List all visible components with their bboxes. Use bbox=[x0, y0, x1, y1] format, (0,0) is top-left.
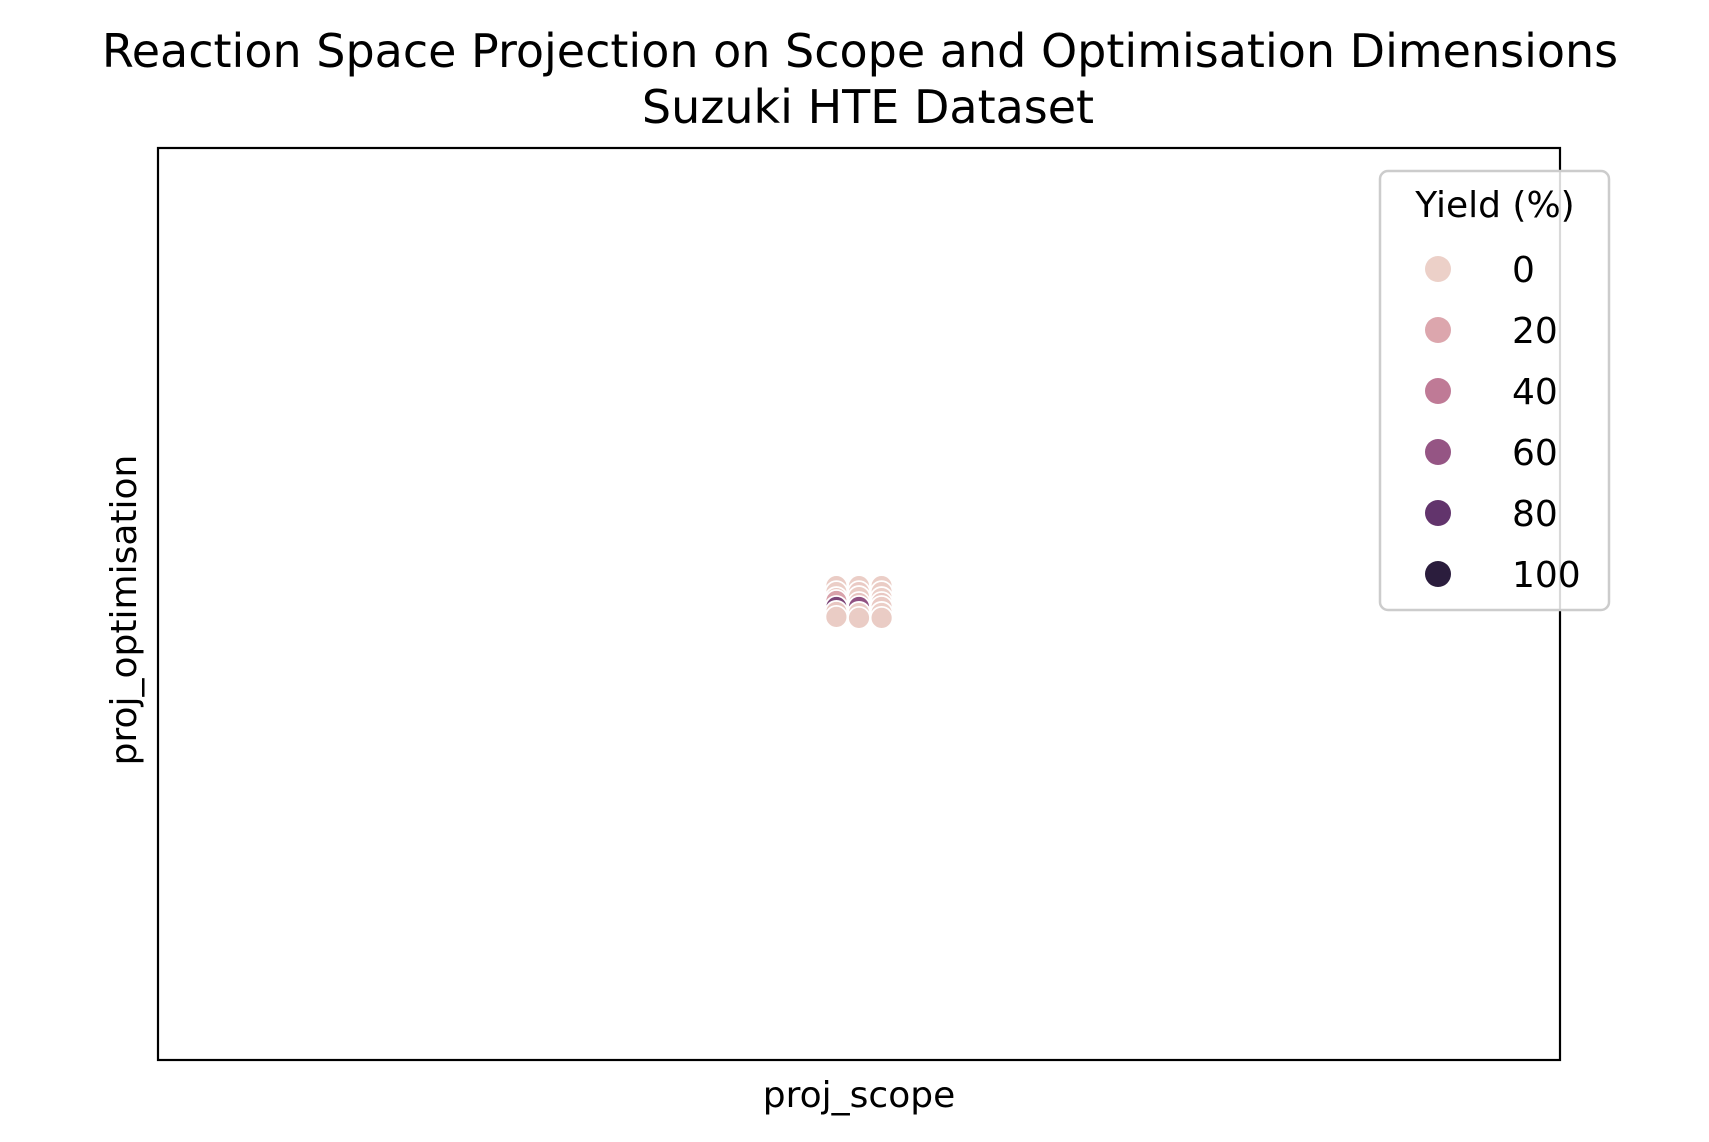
y-axis-label: proj_optimisation bbox=[104, 455, 145, 766]
x-axis-label: proj_scope bbox=[763, 1075, 955, 1116]
legend-marker bbox=[1425, 317, 1451, 343]
legend-title: Yield (%) bbox=[1414, 185, 1574, 226]
legend-label: 20 bbox=[1512, 311, 1558, 352]
legend-marker bbox=[1425, 256, 1451, 282]
legend-entries: 0 20 40 60 80 100 bbox=[1425, 250, 1581, 596]
chart-title-line-2: Suzuki HTE Dataset bbox=[642, 80, 1094, 134]
legend-label: 80 bbox=[1512, 494, 1558, 535]
legend-marker bbox=[1425, 561, 1451, 587]
legend: Yield (%) 0 20 40 60 80 100 bbox=[1378, 169, 1611, 612]
data-point bbox=[847, 605, 871, 630]
legend-label: 0 bbox=[1512, 250, 1535, 291]
legend-label: 60 bbox=[1512, 433, 1558, 474]
data-point bbox=[824, 604, 849, 629]
legend-frame bbox=[1378, 169, 1611, 612]
legend-marker bbox=[1425, 500, 1451, 526]
legend-marker bbox=[1425, 439, 1451, 465]
legend-label: 100 bbox=[1512, 555, 1581, 596]
data-points bbox=[824, 574, 894, 630]
legend-marker bbox=[1425, 378, 1451, 404]
data-point bbox=[869, 605, 894, 630]
legend-label: 40 bbox=[1512, 372, 1558, 413]
chart-title-line-1: Reaction Space Projection on Scope and O… bbox=[102, 24, 1618, 78]
